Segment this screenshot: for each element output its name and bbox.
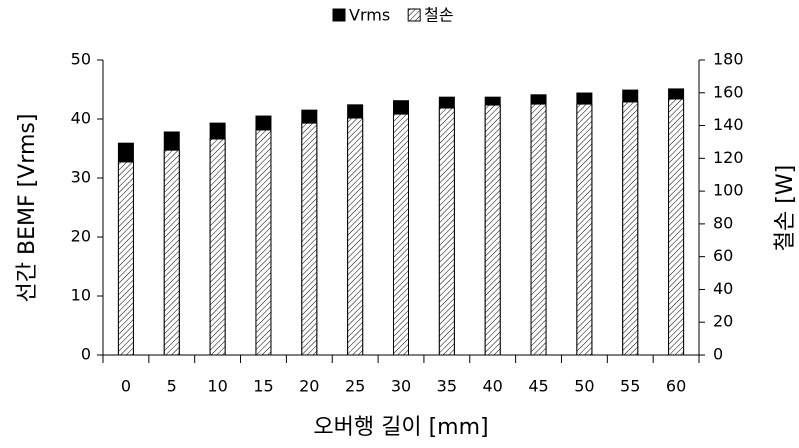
x-tick-label: 25 [345,377,365,396]
x-tick-label: 30 [391,377,411,396]
y-tick-label: 20 [71,227,91,246]
y-tick-label: 0 [81,345,91,364]
x-tick-label: 10 [207,377,227,396]
bar [668,98,685,356]
bar [484,104,501,356]
y2-tick-label: 100 [713,181,744,200]
y2-tick-label: 60 [713,246,733,265]
y2-tick-label: 20 [713,312,733,331]
bar [209,138,226,356]
x-tick-label: 0 [121,377,131,396]
x-tick-label: 5 [167,377,177,396]
bar [117,161,134,356]
legend-swatch [407,8,421,22]
bar [347,117,364,356]
legend-swatch [332,8,346,22]
x-tick-label: 60 [666,377,686,396]
bar [576,103,593,356]
x-tick-label: 20 [299,377,319,396]
y2-tick-label: 40 [713,279,733,298]
bar [622,101,639,356]
y2-tick-label: 0 [713,345,723,364]
y-tick-label: 50 [71,50,91,69]
x-tick-label: 35 [437,377,457,396]
bar [393,113,409,356]
x-tick-label: 45 [528,377,548,396]
x-tick-label: 15 [253,377,273,396]
y-axis-title: 선간 BEMF [Vrms] [15,114,40,303]
x-tick-label: 50 [574,377,594,396]
y-tick-label: 40 [71,109,91,128]
legend-label: Vrms [349,6,390,25]
y2-tick-label: 140 [713,115,744,134]
x-axis-title: 오버행 길이 [mm] [313,415,488,440]
x-tick-label: 40 [483,377,503,396]
y-tick-label: 30 [71,168,91,187]
bar [255,129,272,356]
y-tick-label: 10 [71,286,91,305]
bar [301,122,318,356]
legend-label: 철손 [424,6,453,25]
bar [530,103,547,356]
bar [438,107,455,356]
y2-tick-label: 160 [713,82,744,101]
x-tick-label: 55 [620,377,640,396]
y2-tick-label: 80 [713,213,733,232]
y2-axis-title: 철손 [W] [773,165,798,251]
bar [163,149,180,356]
y2-tick-label: 120 [713,148,744,167]
y2-tick-label: 180 [713,50,744,69]
